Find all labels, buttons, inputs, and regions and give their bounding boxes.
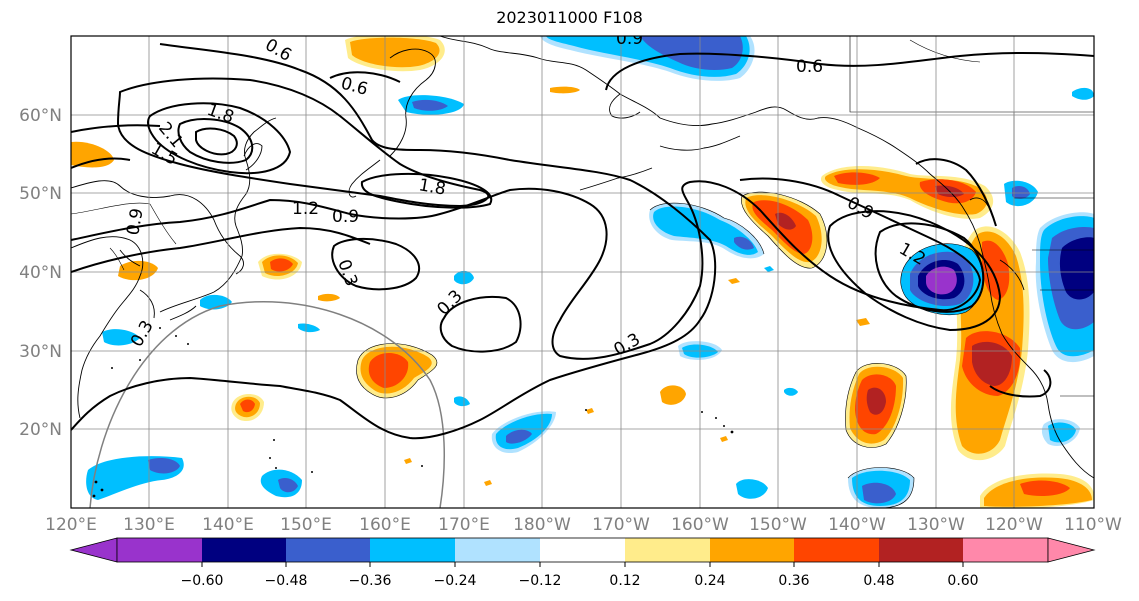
longitude-labels: 120°E 130°E 140°E 150°E 160°E 170°E 180°… [45,515,1122,535]
lon-label: 160°E [359,515,411,535]
colorbar-tick-label: 0.48 [863,573,894,589]
contour-label: 1.8 [417,175,447,199]
colorbar-cell [286,538,370,562]
lon-label: 140°E [202,515,254,535]
lon-label: 160°W [671,515,729,535]
lon-label: 120°E [45,515,97,535]
lon-label: 120°W [985,515,1043,535]
contour-lines [71,43,1094,440]
lon-label: 170°W [592,515,650,535]
lon-label: 150°W [749,515,807,535]
colorbar-ticks [201,562,964,567]
latitude-labels: 60°N 50°N 40°N 30°N 20°N [19,106,62,440]
colorbar-cell [455,538,540,562]
colorbar-tick-label: 0.12 [609,573,640,589]
range-ring [89,300,446,508]
colorbar-tick-label: −0.48 [265,573,308,589]
lat-label: 20°N [19,420,62,440]
colorbar-cell [963,538,1048,562]
colorbar-cell [625,538,710,562]
colorbar-cell [540,538,625,562]
coastlines [71,36,1094,479]
lon-label: 170°E [438,515,490,535]
map-title: 2023011000 F108 [496,8,643,27]
colorbar-tick-label: 0.36 [778,573,809,589]
lat-label: 60°N [19,106,62,126]
contour-label: 0.6 [796,57,823,77]
lat-label: 40°N [19,263,62,283]
colorbar-cell [370,538,455,562]
colorbar-tick-label: −0.24 [434,573,477,589]
lon-label: 130°W [907,515,965,535]
lon-label: 150°E [280,515,332,535]
colorbar-tick-label: 0.24 [694,573,725,589]
colorbar-max-extension [1047,537,1096,563]
gridlines [71,36,1094,508]
contour-label: 0.9 [123,207,147,237]
map-frame [70,35,1095,509]
contour-label: 1.2 [292,199,319,219]
lon-label: 140°W [828,515,886,535]
colorbar-cell [879,538,963,562]
colorbar-min-extension [69,537,118,563]
lon-label: 110°W [1064,515,1122,535]
colorbar-tick-label: −0.60 [181,573,224,589]
islands [92,327,734,498]
lat-label: 30°N [19,342,62,362]
colorbar-cell [794,538,879,562]
colorbar-tick-labels: −0.60 −0.48 −0.36 −0.24 −0.12 0.12 0.24 … [181,573,979,589]
lat-label: 50°N [19,184,62,204]
colorbar-cell [710,538,794,562]
colorbar-tick-label: −0.12 [519,573,562,589]
colorbar-cells [116,537,1049,563]
colorbar-cell [117,538,202,562]
colorbar-tick-label: −0.36 [349,573,392,589]
colorbar-cell [202,538,286,562]
colorbar-tick-label: 0.60 [947,573,978,589]
contour-label: 0.9 [616,29,643,49]
map-panel: 0.6 0.6 0.6 0.9 1.8 1.5 2.1 1.8 1.2 0.9 … [71,29,1094,508]
colorbar: −0.60 −0.48 −0.36 −0.24 −0.12 0.12 0.24 … [69,537,1096,589]
positive-anomaly-shading [71,36,1094,508]
lon-label: 180°W [513,515,571,535]
contour-label: 0.9 [332,207,359,227]
lon-label: 130°E [123,515,175,535]
negative-anomaly-shading [86,36,1094,508]
